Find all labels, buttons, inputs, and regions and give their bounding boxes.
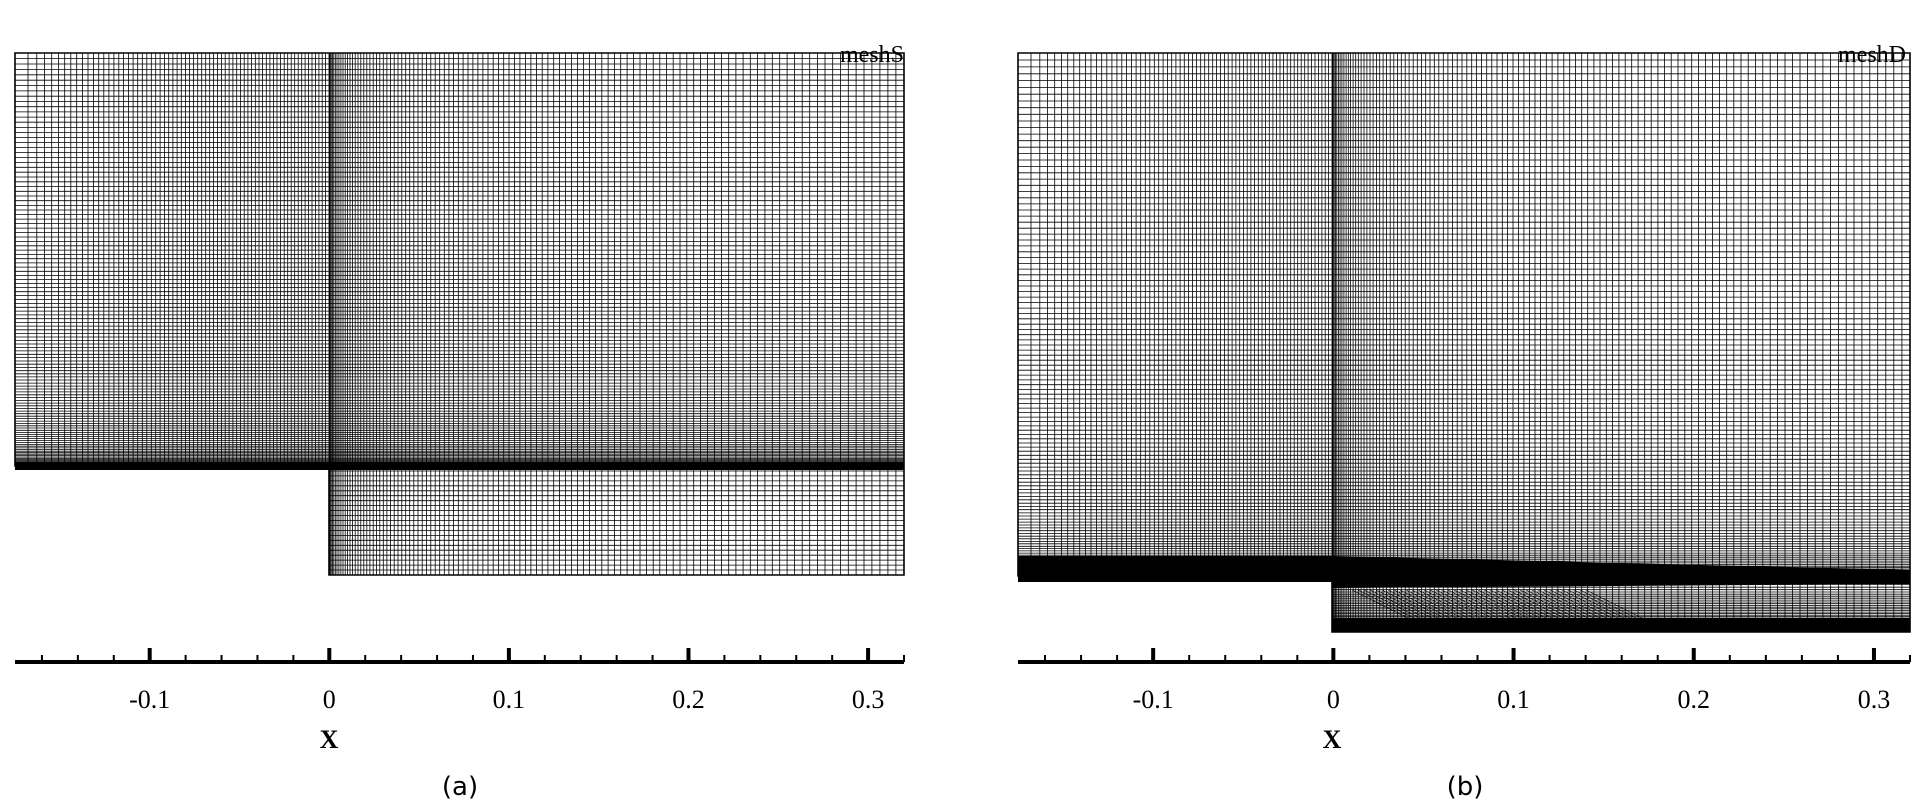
x-tick-label: 0 [323,685,336,714]
domain-outline [1017,52,1911,633]
x-tick-label: 0.2 [1678,685,1711,714]
caption-a: (a) [442,772,478,802]
x-tick-label: -0.1 [129,685,170,714]
panel-a: -0.1 0 0.1 0.2 0.3 meshS X (a) [14,42,905,802]
mesh-vertical-lines [1017,53,1911,632]
x-axis-label-b: X [1323,725,1342,754]
mesh-grid-meshS [14,52,905,596]
x-tick-label: 0.2 [672,685,705,714]
skewed-cells [1351,589,1647,621]
domain-outline [14,52,905,576]
x-tick-label: 0 [1327,685,1340,714]
bottom-wall-band [1332,618,1910,632]
x-tick-label: 0.1 [1497,685,1530,714]
x-axis-a: -0.1 0 0.1 0.2 0.3 [15,648,905,714]
mesh-title-b: meshD [1838,42,1906,68]
solid-wall-region [14,467,329,596]
caption-b: (b) [1447,772,1484,802]
wall-boundary-band [1018,556,1332,582]
panel-b: -0.1 0 0.1 0.2 0.3 meshD X (b) [1017,42,1911,802]
mesh-title-a: meshS [840,42,904,68]
solid-wall-region [1017,582,1332,658]
x-axis-label-a: X [320,725,339,754]
x-tick-label: 0.1 [493,685,526,714]
x-tick-label: -0.1 [1133,685,1174,714]
x-axis-b: -0.1 0 0.1 0.2 0.3 [1018,648,1911,714]
shear-layer-band [1332,556,1910,588]
mesh-horizontal-lines [1018,52,1910,633]
x-tick-label: 0.3 [1858,685,1891,714]
mesh-grid-meshD [1017,52,1911,658]
x-tick-label: 0.3 [852,685,885,714]
wall-boundary-band [15,462,904,470]
